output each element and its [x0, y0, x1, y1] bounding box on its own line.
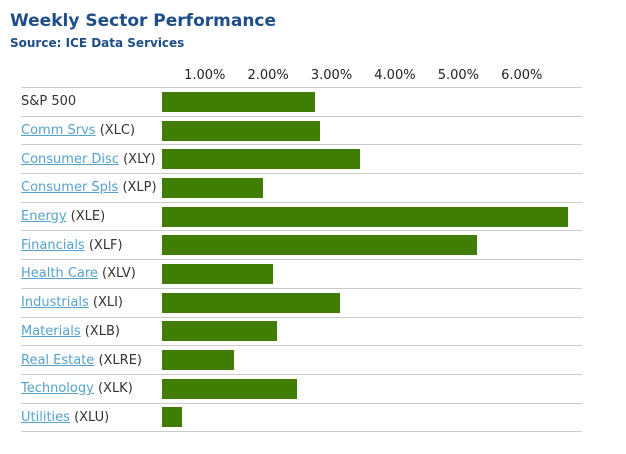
table-row: Industrials (XLI) [21, 287, 582, 317]
bar-cell [162, 346, 582, 374]
sector-label-cell: Consumer Spls (XLP) [21, 180, 162, 195]
ticker-label: (XLC) [95, 123, 136, 139]
performance-bar [162, 407, 183, 428]
sector-link[interactable]: Utilities [21, 409, 70, 425]
x-axis-tick: 4.00% [374, 68, 416, 83]
table-row: Consumer Spls (XLP) [21, 173, 582, 202]
ticker-label: (XLB) [80, 323, 120, 339]
table-row: Real Estate (XLRE) [21, 345, 582, 374]
chart-rows: S&P 500 Comm Srvs (XLC) Consumer Disc (X… [21, 87, 582, 433]
ticker-label: (XLF) [84, 237, 123, 253]
ticker-label: (XLU) [69, 409, 110, 425]
table-row: Utilities (XLU) [21, 402, 582, 432]
bar-cell [162, 260, 582, 288]
x-axis-tick: 2.00% [247, 68, 289, 83]
sector-link[interactable]: Energy [21, 209, 67, 225]
table-row: Financials (XLF) [21, 230, 582, 259]
sector-performance-chart: 1.00% 2.00% 3.00% 4.00% 5.00% 6.00% S&P 500 C… [21, 66, 582, 433]
x-axis-tick: 1.00% [184, 68, 226, 83]
performance-bar [162, 378, 297, 399]
sector-link[interactable]: Technology [21, 381, 94, 397]
performance-bar [162, 177, 264, 198]
table-row: Energy (XLE) [21, 201, 582, 231]
ticker-label: (XLE) [66, 209, 106, 225]
performance-bar [162, 120, 320, 141]
sector-label-cell: Real Estate (XLRE) [21, 353, 162, 368]
ticker-label: (XLP) [118, 180, 157, 196]
sector-link[interactable]: Health Care [21, 266, 98, 282]
ticker-label: (XLI) [88, 295, 124, 311]
table-row: Health Care (XLV) [21, 259, 582, 288]
sector-label-cell: Consumer Disc (XLY) [21, 152, 162, 167]
sector-label-cell: Utilities (XLU) [21, 410, 162, 425]
x-axis-tick: 5.00% [437, 68, 479, 83]
performance-bar [162, 149, 361, 170]
bar-cell [162, 318, 582, 346]
ticker-label: (XLRE) [94, 352, 142, 368]
sector-link[interactable]: Materials [21, 323, 81, 339]
sector-link[interactable]: Financials [21, 237, 85, 253]
performance-bar [162, 321, 278, 342]
table-row: Consumer Disc (XLY) [21, 144, 582, 173]
sector-label-cell: Comm Srvs (XLC) [21, 123, 162, 138]
sector-link[interactable]: Industrials [21, 295, 89, 311]
sector-link[interactable]: Consumer Disc [21, 151, 119, 167]
performance-bar [162, 235, 477, 256]
ticker-label: (XLY) [118, 151, 156, 167]
table-row: Comm Srvs (XLC) [21, 115, 582, 145]
sector-label-cell: Industrials (XLI) [21, 295, 162, 310]
ticker-label: (XLK) [93, 381, 133, 397]
bar-cell [162, 174, 582, 202]
sector-label-cell: Technology (XLK) [21, 381, 162, 396]
performance-bar [162, 292, 340, 313]
sector-label-cell: Financials (XLF) [21, 238, 162, 253]
table-row: Materials (XLB) [21, 316, 582, 346]
table-row: S&P 500 [21, 87, 582, 116]
bar-cell [162, 404, 582, 432]
performance-bar [162, 350, 234, 371]
sector-link[interactable]: Comm Srvs [21, 123, 96, 139]
bar-cell [162, 375, 582, 403]
sector-label-cell: Health Care (XLV) [21, 266, 162, 281]
performance-bar [162, 91, 316, 112]
bar-cell [162, 117, 582, 145]
sector-label-cell: S&P 500 [21, 94, 162, 109]
sector-label-cell: Energy (XLE) [21, 209, 162, 224]
source-label: Source: ICE Data Services [10, 36, 185, 50]
sector-link[interactable]: Consumer Spls [21, 180, 119, 196]
bar-cell [162, 145, 582, 173]
bar-cell [162, 203, 582, 231]
performance-bar [162, 263, 273, 284]
sector-label: S&P 500 [21, 94, 77, 110]
x-axis: 1.00% 2.00% 3.00% 4.00% 5.00% 6.00% [21, 66, 582, 87]
sector-link[interactable]: Real Estate [21, 352, 95, 368]
ticker-label: (XLV) [97, 266, 136, 282]
bar-cell [162, 231, 582, 259]
bar-cell [162, 289, 582, 317]
table-row: Technology (XLK) [21, 373, 582, 403]
sector-label-cell: Materials (XLB) [21, 324, 162, 339]
bar-cell [162, 88, 582, 116]
page-title: Weekly Sector Performance [10, 11, 277, 31]
x-axis-tick: 3.00% [310, 68, 353, 83]
performance-bar [162, 206, 569, 227]
x-axis-tick: 6.00% [501, 68, 543, 83]
